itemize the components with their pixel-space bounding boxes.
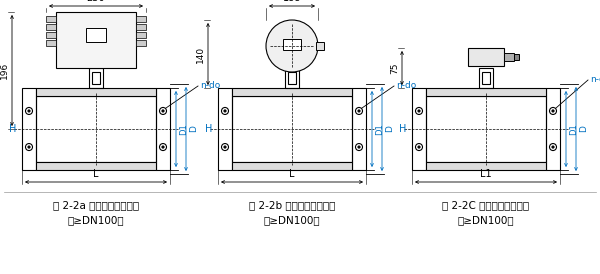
Text: 188: 188 [283,0,301,3]
Bar [56,12,136,68]
Text: 图 2-2b 一体型电磁流量计: 图 2-2b 一体型电磁流量计 [249,200,335,210]
Circle shape [160,144,167,150]
Text: D1: D1 [179,123,188,135]
Circle shape [25,144,32,150]
Bar [482,72,490,84]
Bar [22,88,36,170]
Text: 196: 196 [0,62,9,79]
Bar [36,96,156,162]
Circle shape [550,144,557,150]
Text: （≥DN100）: （≥DN100） [458,215,514,225]
Text: n-do: n-do [396,81,416,90]
Text: D: D [579,125,588,132]
Bar [412,88,426,170]
Text: H: H [398,124,406,134]
Circle shape [162,110,164,112]
Text: H: H [205,124,212,134]
Text: 250: 250 [86,0,106,3]
Text: n-do: n-do [200,81,220,90]
Bar [86,28,106,42]
Bar [288,72,296,84]
Circle shape [162,146,164,148]
Circle shape [224,110,226,112]
Text: L: L [93,169,99,179]
Bar [46,40,56,46]
Circle shape [221,144,229,150]
Circle shape [28,110,30,112]
Bar [136,24,146,30]
Text: n-do: n-do [590,76,600,84]
Bar [285,68,299,88]
Circle shape [160,107,167,115]
Bar [426,88,546,96]
Bar [36,162,156,170]
Text: D1: D1 [375,123,384,135]
Text: D: D [189,125,198,132]
Bar [232,96,352,162]
Bar [156,88,170,170]
Circle shape [358,110,360,112]
Circle shape [415,107,422,115]
Bar [352,88,366,170]
Bar [283,39,301,50]
Bar [426,162,546,170]
Circle shape [221,107,229,115]
Text: H: H [8,124,16,134]
Text: L1: L1 [480,169,492,179]
Bar [426,96,546,162]
Circle shape [415,144,422,150]
Text: 图 2-2C 分离型电磁流量计: 图 2-2C 分离型电磁流量计 [442,200,530,210]
Circle shape [224,146,226,148]
Bar [504,53,514,61]
Circle shape [355,107,362,115]
Circle shape [25,107,32,115]
Circle shape [266,20,318,72]
Circle shape [418,146,420,148]
Bar [546,88,560,170]
Text: （≥DN100）: （≥DN100） [68,215,124,225]
Circle shape [418,110,420,112]
Bar [92,72,100,84]
Bar [46,16,56,22]
Text: L: L [289,169,295,179]
Text: D: D [385,125,394,132]
Text: 140: 140 [196,45,205,62]
Bar [46,24,56,30]
Circle shape [358,146,360,148]
Bar [479,68,493,88]
Text: D1: D1 [569,123,578,135]
Bar [46,32,56,38]
Text: （≥DN100）: （≥DN100） [263,215,320,225]
Bar [232,88,352,96]
Text: 图 2-2a 一体型电磁流量计: 图 2-2a 一体型电磁流量计 [53,200,139,210]
Circle shape [28,146,30,148]
Bar [136,40,146,46]
Bar [89,68,103,88]
Circle shape [355,144,362,150]
Bar [514,54,519,60]
Bar [136,32,146,38]
Circle shape [552,146,554,148]
Bar [218,88,232,170]
Text: 75: 75 [390,62,399,74]
Circle shape [552,110,554,112]
Circle shape [550,107,557,115]
Bar [36,88,156,96]
Bar [136,16,146,22]
Bar [468,48,504,66]
Bar [316,42,324,50]
Bar [232,162,352,170]
